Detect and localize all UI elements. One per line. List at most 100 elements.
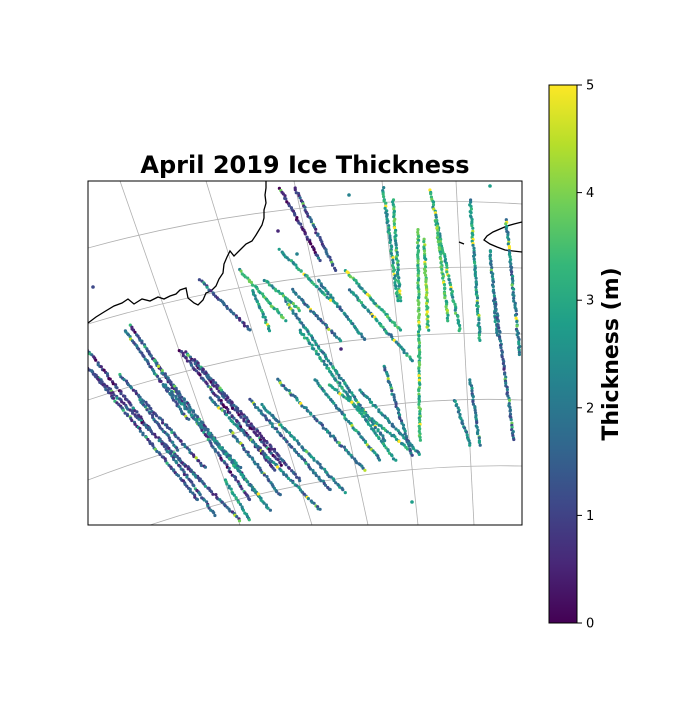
- thickness-point: [339, 444, 344, 448]
- thickness-point: [130, 418, 134, 423]
- thickness-point: [201, 367, 205, 372]
- thickness-point: [168, 438, 172, 442]
- thickness-point: [212, 384, 216, 388]
- thickness-point: [297, 309, 301, 313]
- thickness-point: [424, 273, 428, 277]
- thickness-point: [359, 332, 363, 336]
- thickness-point: [115, 396, 119, 400]
- thickness-point: [453, 302, 457, 306]
- thickness-point: [275, 465, 280, 469]
- thickness-point: [209, 377, 213, 381]
- thickness-point: [154, 361, 158, 365]
- thickness-point: [275, 490, 279, 494]
- thickness-point: [121, 408, 125, 412]
- thickness-point: [515, 324, 519, 328]
- thickness-point: [279, 434, 283, 438]
- thickness-point: [273, 468, 277, 472]
- latitude-line: [88, 266, 522, 325]
- thickness-point: [225, 463, 229, 467]
- thickness-point: [354, 398, 358, 403]
- thickness-point: [262, 501, 266, 505]
- thickness-point: [140, 341, 144, 345]
- thickness-point: [397, 276, 401, 280]
- colorbar-tick-label: 5: [586, 79, 594, 94]
- thickness-point: [170, 390, 174, 394]
- thickness-point: [388, 238, 393, 242]
- thickness-point: [377, 436, 381, 441]
- thickness-point: [229, 487, 233, 491]
- thickness-point: [387, 380, 391, 384]
- thickness-point: [500, 350, 504, 354]
- thickness-point: [287, 389, 291, 393]
- thickness-point: [394, 458, 398, 462]
- thickness-point: [470, 386, 474, 390]
- thickness-point: [239, 269, 243, 273]
- thickness-point: [404, 436, 409, 440]
- thickness-point: [469, 204, 473, 208]
- thickness-point: [352, 292, 356, 296]
- thickness-point: [216, 297, 220, 301]
- thickness-point: [272, 307, 276, 311]
- thickness-point: [402, 348, 406, 352]
- thickness-point: [294, 304, 298, 309]
- thickness-point: [255, 433, 259, 438]
- thickness-point: [396, 299, 400, 303]
- thickness-point: [475, 425, 479, 429]
- thickness-point: [302, 336, 307, 340]
- thickness-point: [274, 427, 279, 431]
- thickness-point: [260, 470, 264, 474]
- thickness-point: [158, 416, 162, 420]
- thickness-point: [393, 435, 397, 439]
- thickness-point: [160, 369, 164, 373]
- thickness-point: [473, 261, 477, 265]
- thickness-point: [187, 417, 191, 421]
- thickness-point: [300, 321, 304, 325]
- thickness-point: [197, 278, 201, 282]
- thickness-point: [358, 409, 362, 413]
- thickness-point: [477, 313, 481, 318]
- thickness-point: [369, 424, 373, 428]
- thickness-point: [471, 395, 475, 399]
- thickness-point: [138, 426, 142, 431]
- thickness-point: [277, 420, 281, 424]
- thickness-point: [256, 406, 260, 410]
- thickness-point: [233, 475, 238, 479]
- thickness-point: [182, 472, 186, 477]
- thickness-point: [279, 468, 283, 473]
- thickness-point: [312, 347, 316, 351]
- thickness-point: [286, 476, 290, 480]
- thickness-point: [412, 447, 416, 451]
- thickness-point: [283, 194, 287, 198]
- thickness-point: [393, 281, 397, 285]
- thickness-point: [298, 328, 302, 332]
- thickness-point: [354, 428, 358, 433]
- thickness-point: [243, 275, 247, 279]
- thickness-point: [176, 474, 181, 478]
- thickness-point: [488, 184, 492, 188]
- thickness-point: [338, 381, 342, 385]
- thickness-point: [490, 266, 494, 270]
- thickness-point: [429, 192, 433, 196]
- thickness-point: [392, 226, 397, 230]
- thickness-point: [211, 445, 215, 449]
- thickness-point: [512, 299, 516, 303]
- thickness-point: [417, 292, 421, 296]
- thickness-point: [108, 377, 112, 381]
- thickness-point: [423, 271, 427, 275]
- thickness-point: [452, 300, 456, 304]
- thickness-point: [453, 399, 457, 403]
- thickness-point: [252, 426, 256, 431]
- thickness-point: [308, 341, 312, 346]
- thickness-point: [142, 355, 146, 359]
- thickness-point: [328, 255, 332, 259]
- thickness-point: [335, 388, 339, 392]
- thickness-point: [294, 263, 298, 267]
- thickness-point: [417, 402, 421, 406]
- thickness-point: [492, 291, 496, 295]
- thickness-point: [318, 462, 322, 467]
- thickness-point: [437, 246, 441, 250]
- thickness-point: [417, 366, 421, 371]
- thickness-point: [316, 233, 320, 237]
